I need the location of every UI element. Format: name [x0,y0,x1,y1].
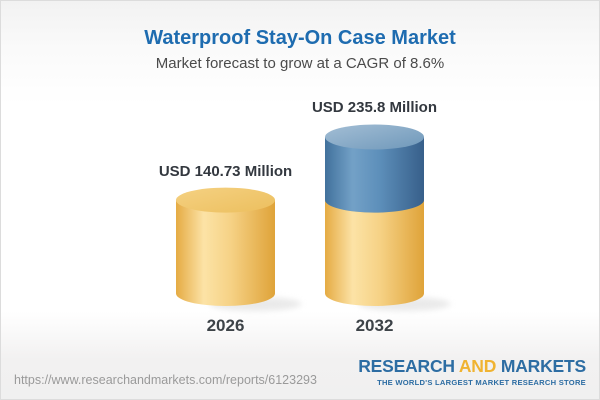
research-and-markets-logo: RESEARCH AND MARKETS THE WORLD'S LARGEST… [358,356,586,388]
year-label: 2026 [206,316,245,335]
value-label: USD 235.8 Million [311,99,438,117]
value-label: USD 140.73 Million [158,162,293,180]
chart-bars [176,124,451,311]
logo-wordmark: RESEARCH AND MARKETS [358,356,586,376]
report-url-link[interactable]: https://www.researchandmarkets.com/repor… [14,373,317,387]
year-label: 2032 [355,316,394,335]
logo-tagline: THE WORLD'S LARGEST MARKET RESEARCH STOR… [377,378,586,388]
page-title: Waterproof Stay-On Case Market [144,27,456,49]
chart-subtitle: Market forecast to grow at a CAGR of 8.6… [155,55,445,72]
